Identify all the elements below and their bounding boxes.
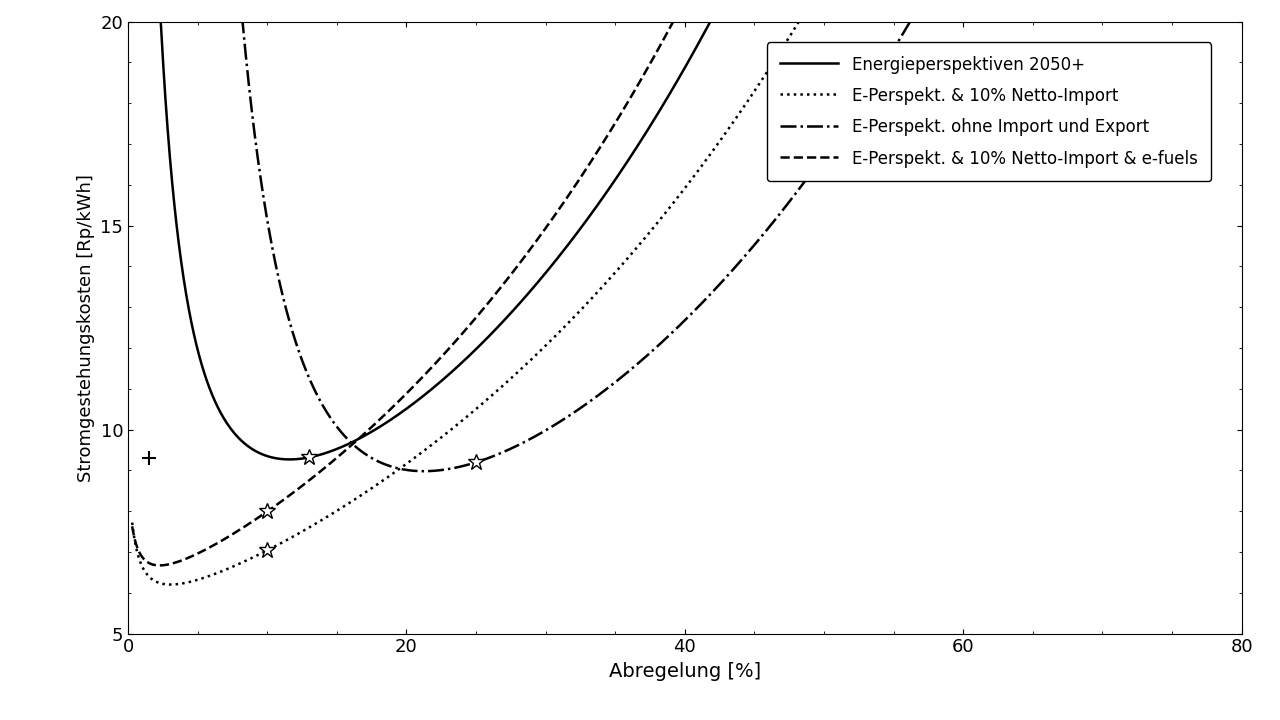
E-Perspekt. & 10% Netto-Import [791,17,806,26]
Energieperspektiven 2050+ [251,449,266,457]
E-Perspekt. ohne Import und Export [124,17,140,26]
Line: E-Perspekt. ohne Import und Export: E-Perspekt. ohne Import und Export [132,22,1242,471]
E-Perspekt. ohne Import und Export [317,404,333,413]
Energieperspektiven 2050+ [598,189,613,197]
Y-axis label: Stromgestehungskosten [Rp/kWh]: Stromgestehungskosten [Rp/kWh] [77,174,95,482]
E-Perspekt. & 10% Netto-Import & e-fuels [124,522,140,531]
E-Perspekt. & 10% Netto-Import [1093,17,1108,26]
E-Perspekt. ohne Import und Export [550,418,566,427]
Line: E-Perspekt. & 10% Netto-Import & e-fuels: E-Perspekt. & 10% Netto-Import & e-fuels [132,22,1242,565]
Energieperspektiven 2050+ [1234,17,1249,26]
E-Perspekt. & 10% Netto-Import [251,550,266,559]
Energieperspektiven 2050+ [550,253,566,262]
E-Perspekt. & 10% Netto-Import & e-fuels [1213,17,1229,26]
E-Perspekt. & 10% Netto-Import & e-fuels [152,561,168,570]
E-Perspekt. & 10% Netto-Import [163,580,178,589]
E-Perspekt. ohne Import und Export [1093,17,1108,26]
E-Perspekt. & 10% Netto-Import & e-fuels [317,464,333,472]
E-Perspekt. ohne Import und Export [598,385,613,394]
E-Perspekt. & 10% Netto-Import & e-fuels [550,207,566,215]
Energieperspektiven 2050+ [124,17,140,26]
E-Perspekt. & 10% Netto-Import [598,279,613,287]
E-Perspekt. ohne Import und Export [1234,17,1249,26]
Energieperspektiven 2050+ [282,455,297,464]
E-Perspekt. & 10% Netto-Import & e-fuels [251,513,266,521]
E-Perspekt. & 10% Netto-Import & e-fuels [1093,17,1108,26]
Line: E-Perspekt. & 10% Netto-Import: E-Perspekt. & 10% Netto-Import [132,22,1242,585]
E-Perspekt. & 10% Netto-Import [124,518,140,527]
E-Perspekt. ohne Import und Export [251,161,266,169]
Energieperspektiven 2050+ [317,449,333,458]
E-Perspekt. ohne Import und Export [416,467,431,475]
E-Perspekt. & 10% Netto-Import & e-fuels [666,17,681,26]
E-Perspekt. & 10% Netto-Import [1234,17,1249,26]
E-Perspekt. & 10% Netto-Import & e-fuels [1234,17,1249,26]
Legend: Energieperspektiven 2050+, E-Perspekt. & 10% Netto-Import, E-Perspekt. ohne Impo: Energieperspektiven 2050+, E-Perspekt. &… [767,42,1211,181]
E-Perspekt. ohne Import und Export [1212,17,1228,26]
E-Perspekt. & 10% Netto-Import & e-fuels [598,133,613,142]
Energieperspektiven 2050+ [1093,17,1108,26]
E-Perspekt. & 10% Netto-Import [550,329,566,338]
X-axis label: Abregelung [%]: Abregelung [%] [609,662,760,681]
Energieperspektiven 2050+ [1212,17,1228,26]
Line: Energieperspektiven 2050+: Energieperspektiven 2050+ [132,22,1242,459]
E-Perspekt. & 10% Netto-Import [317,514,333,523]
E-Perspekt. & 10% Netto-Import [1213,17,1229,26]
